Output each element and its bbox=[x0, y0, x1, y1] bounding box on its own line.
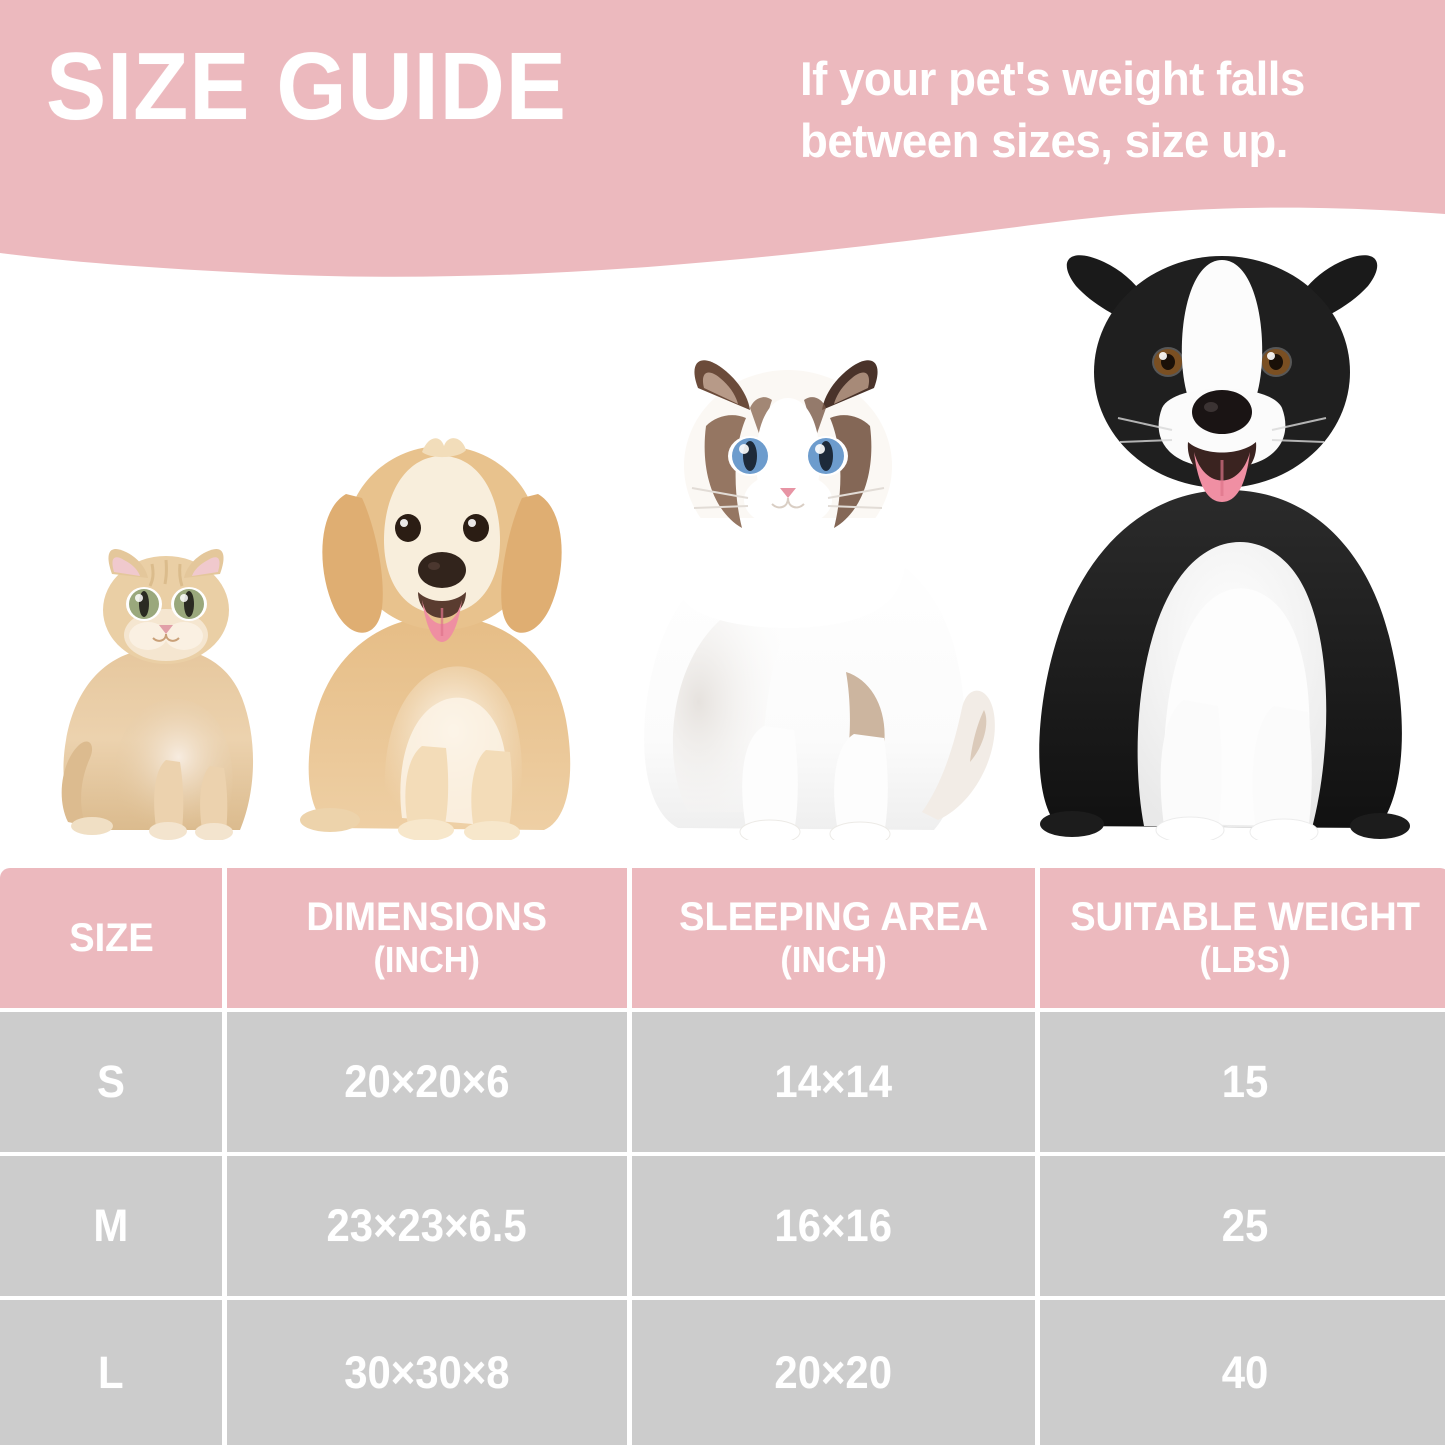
column-header-sleeping-area-unit: (INCH) bbox=[780, 939, 887, 981]
cell-sleeping-area-value: 14×14 bbox=[774, 1056, 893, 1107]
cell-suitable-weight: 40 bbox=[1040, 1300, 1445, 1445]
table-row: L 30×30×8 20×20 40 bbox=[0, 1300, 1445, 1445]
cell-sleeping-area: 16×16 bbox=[632, 1156, 1035, 1296]
banner-wave-shape bbox=[0, 0, 1445, 277]
cell-suitable-weight-value: 15 bbox=[1221, 1056, 1269, 1107]
column-divider bbox=[1035, 868, 1040, 1008]
column-header-size: SIZE bbox=[0, 868, 222, 1008]
column-divider bbox=[222, 1156, 227, 1296]
cell-dimensions: 20×20×6 bbox=[227, 1012, 627, 1152]
cell-dimensions-value: 20×20×6 bbox=[344, 1056, 510, 1107]
cell-sleeping-area: 20×20 bbox=[632, 1300, 1035, 1445]
size-table: SIZE DIMENSIONS (INCH) SLEEPING AREA (IN… bbox=[0, 868, 1445, 1445]
cell-size-value: M bbox=[93, 1200, 129, 1251]
cell-dimensions: 23×23×6.5 bbox=[227, 1156, 627, 1296]
column-header-sleeping-area: SLEEPING AREA (INCH) bbox=[632, 868, 1035, 1008]
column-header-suitable-weight-unit: (LBS) bbox=[1199, 939, 1291, 981]
column-header-size-label: SIZE bbox=[68, 915, 154, 960]
cell-size-value: L bbox=[98, 1346, 124, 1398]
cell-suitable-weight-value: 25 bbox=[1221, 1200, 1269, 1251]
column-divider bbox=[222, 868, 227, 1008]
column-header-sleeping-area-label: SLEEPING AREA (INCH) bbox=[679, 895, 988, 980]
row-divider bbox=[0, 1296, 1445, 1300]
column-header-dimensions-label: DIMENSIONS (INCH) bbox=[307, 895, 548, 980]
dog-icon-large-dog bbox=[1012, 240, 1432, 840]
cat-icon-small-cat bbox=[44, 530, 288, 840]
column-divider bbox=[222, 1012, 227, 1152]
cell-suitable-weight-value: 40 bbox=[1221, 1346, 1269, 1398]
page-title: SIZE GUIDE bbox=[46, 33, 567, 140]
cell-size: S bbox=[0, 1012, 222, 1152]
cat-icon-large-cat bbox=[622, 342, 1018, 840]
cell-size: L bbox=[0, 1300, 222, 1445]
dog-icon-small-dog bbox=[282, 428, 600, 840]
cell-suitable-weight: 25 bbox=[1040, 1156, 1445, 1296]
cell-sleeping-area-value: 20×20 bbox=[774, 1346, 893, 1398]
column-header-sleeping-area-title: SLEEPING AREA bbox=[679, 895, 988, 940]
column-divider bbox=[627, 868, 632, 1008]
cell-dimensions-value: 23×23×6.5 bbox=[326, 1200, 528, 1251]
column-header-dimensions: DIMENSIONS (INCH) bbox=[227, 868, 627, 1008]
table-row: M 23×23×6.5 16×16 25 bbox=[0, 1156, 1445, 1296]
column-header-dimensions-unit: (INCH) bbox=[373, 939, 481, 981]
pet-size-comparison bbox=[0, 230, 1445, 868]
column-header-suitable-weight-label: SUITABLE WEIGHT (LBS) bbox=[1070, 895, 1420, 980]
column-divider bbox=[1035, 1300, 1040, 1445]
column-divider bbox=[1035, 1012, 1040, 1152]
header-banner: SIZE GUIDE If your pet's weight falls be… bbox=[0, 0, 1445, 290]
row-divider bbox=[0, 1152, 1445, 1156]
column-header-suitable-weight-title: SUITABLE WEIGHT bbox=[1070, 895, 1420, 940]
cell-size-value: S bbox=[97, 1056, 125, 1107]
column-divider bbox=[1035, 1156, 1040, 1296]
cell-dimensions: 30×30×8 bbox=[227, 1300, 627, 1445]
column-divider bbox=[222, 1300, 227, 1445]
column-header-suitable-weight: SUITABLE WEIGHT (LBS) bbox=[1040, 868, 1445, 1008]
table-row: S 20×20×6 14×14 15 bbox=[0, 1012, 1445, 1152]
cell-suitable-weight: 15 bbox=[1040, 1012, 1445, 1152]
column-divider bbox=[627, 1012, 632, 1152]
row-divider bbox=[0, 1008, 1445, 1012]
column-divider bbox=[627, 1156, 632, 1296]
cell-size: M bbox=[0, 1156, 222, 1296]
cell-sleeping-area: 14×14 bbox=[632, 1012, 1035, 1152]
cell-dimensions-value: 30×30×8 bbox=[344, 1346, 510, 1398]
table-header-row: SIZE DIMENSIONS (INCH) SLEEPING AREA (IN… bbox=[0, 868, 1445, 1008]
column-header-dimensions-title: DIMENSIONS bbox=[306, 895, 548, 940]
cell-sleeping-area-value: 16×16 bbox=[774, 1200, 893, 1251]
column-divider bbox=[627, 1300, 632, 1445]
sizing-note: If your pet's weight falls between sizes… bbox=[800, 52, 1305, 168]
